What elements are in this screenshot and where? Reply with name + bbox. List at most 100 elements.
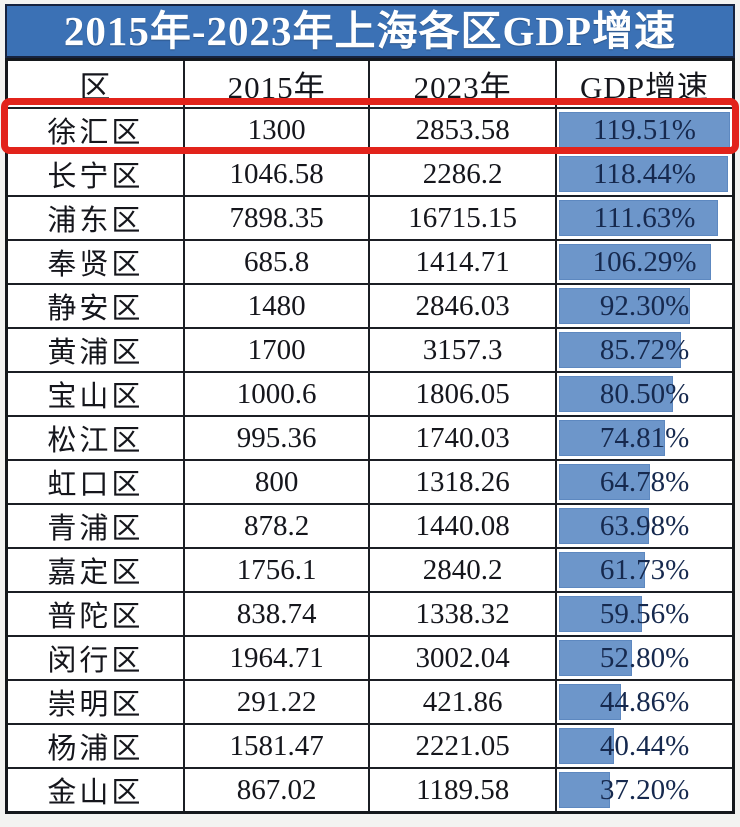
district-cell: 静安区 — [5, 283, 185, 329]
table-row: 杨浦区 1581.47 2221.05 40.44% — [5, 723, 735, 769]
growth-data-bar — [559, 640, 633, 676]
growth-data-bar — [559, 508, 649, 544]
growth-cell: 63.98% — [555, 503, 735, 549]
district-cell: 崇明区 — [5, 679, 185, 725]
gdp-2015-cell: 7898.35 — [182, 195, 371, 241]
gdp-table-wrapper: 区 2015年 2023年 GDP增速 徐汇区 1300 2853.58 119… — [1, 58, 739, 814]
table-row: 黄浦区 1700 3157.3 85.72% — [5, 327, 735, 373]
growth-label: 61.73% — [599, 553, 690, 586]
growth-cell: 52.80% — [555, 635, 735, 681]
growth-label: 111.63% — [593, 201, 696, 234]
gdp-2023-cell: 1440.08 — [368, 503, 558, 549]
growth-label: 92.30% — [599, 289, 690, 322]
table-row: 宝山区 1000.6 1806.05 80.50% — [5, 371, 735, 417]
district-cell: 宝山区 — [5, 371, 185, 417]
growth-cell: 74.81% — [555, 415, 735, 461]
gdp-2015-cell: 878.2 — [182, 503, 371, 549]
growth-label: 63.98% — [599, 509, 690, 542]
gdp-2023-cell: 2221.05 — [368, 723, 558, 769]
gdp-2015-cell: 1046.58 — [182, 151, 371, 197]
gdp-2023-cell: 1338.32 — [368, 591, 558, 637]
growth-label: 106.29% — [592, 245, 697, 278]
table-row: 松江区 995.36 1740.03 74.81% — [5, 415, 735, 461]
district-cell: 闵行区 — [5, 635, 185, 681]
growth-data-bar — [559, 772, 610, 808]
growth-label: 119.51% — [593, 113, 696, 146]
growth-cell: 61.73% — [555, 547, 735, 593]
growth-data-bar — [559, 288, 691, 324]
gdp-2015-cell: 800 — [182, 459, 371, 505]
table-row: 嘉定区 1756.1 2840.2 61.73% — [5, 547, 735, 593]
growth-label: 37.20% — [599, 773, 690, 806]
gdp-2023-cell: 1806.05 — [368, 371, 558, 417]
growth-data-bar — [559, 112, 730, 148]
gdp-2015-cell: 838.74 — [182, 591, 371, 637]
growth-cell: 64.78% — [555, 459, 735, 505]
gdp-2023-cell: 1740.03 — [368, 415, 558, 461]
growth-label: 74.81% — [599, 421, 690, 454]
growth-cell: 118.44% — [555, 151, 735, 197]
gdp-2015-cell: 291.22 — [182, 679, 371, 725]
growth-cell: 40.44% — [555, 723, 735, 769]
table-row: 青浦区 878.2 1440.08 63.98% — [5, 503, 735, 549]
district-cell: 奉贤区 — [5, 239, 185, 285]
growth-label: 52.80% — [599, 641, 690, 674]
growth-cell: 119.51% — [555, 107, 735, 153]
table-row: 虹口区 800 1318.26 64.78% — [5, 459, 735, 505]
header-row: 区 2015年 2023年 GDP增速 — [5, 58, 735, 109]
gdp-2023-cell: 2853.58 — [368, 107, 558, 153]
growth-data-bar — [559, 684, 621, 720]
district-cell: 金山区 — [5, 767, 185, 814]
district-cell: 徐汇区 — [5, 107, 185, 153]
growth-cell: 85.72% — [555, 327, 735, 373]
table-row: 金山区 867.02 1189.58 37.20% — [5, 767, 735, 814]
gdp-2015-cell: 867.02 — [182, 767, 371, 814]
growth-cell: 44.86% — [555, 679, 735, 725]
growth-label: 64.78% — [599, 465, 690, 498]
district-cell: 黄浦区 — [5, 327, 185, 373]
gdp-2023-cell: 2840.2 — [368, 547, 558, 593]
column-header-district: 区 — [5, 58, 185, 109]
gdp-2015-cell: 1480 — [182, 283, 371, 329]
district-cell: 杨浦区 — [5, 723, 185, 769]
gdp-2023-cell: 1414.71 — [368, 239, 558, 285]
district-cell: 松江区 — [5, 415, 185, 461]
gdp-2015-cell: 1756.1 — [182, 547, 371, 593]
growth-data-bar — [559, 420, 665, 456]
district-cell: 普陀区 — [5, 591, 185, 637]
gdp-2015-cell: 1700 — [182, 327, 371, 373]
growth-data-bar — [559, 156, 729, 192]
gdp-2023-cell: 3002.04 — [368, 635, 558, 681]
gdp-2015-cell: 995.36 — [182, 415, 371, 461]
district-cell: 嘉定区 — [5, 547, 185, 593]
growth-label: 59.56% — [599, 597, 690, 630]
growth-cell: 111.63% — [555, 195, 735, 241]
district-cell: 虹口区 — [5, 459, 185, 505]
column-header-growth: GDP增速 — [555, 58, 735, 109]
gdp-2023-cell: 421.86 — [368, 679, 558, 725]
gdp-2023-cell: 2846.03 — [368, 283, 558, 329]
gdp-2015-cell: 1300 — [182, 107, 371, 153]
column-header-2023: 2023年 — [368, 58, 558, 109]
gdp-2015-cell: 1581.47 — [182, 723, 371, 769]
growth-data-bar — [559, 728, 615, 764]
column-header-2015: 2015年 — [182, 58, 371, 109]
gdp-2015-cell: 1000.6 — [182, 371, 371, 417]
gdp-2023-cell: 16715.15 — [368, 195, 558, 241]
growth-cell: 37.20% — [555, 767, 735, 814]
growth-cell: 80.50% — [555, 371, 735, 417]
table-row: 浦东区 7898.35 16715.15 111.63% — [5, 195, 735, 241]
growth-cell: 59.56% — [555, 591, 735, 637]
gdp-2023-cell: 3157.3 — [368, 327, 558, 373]
table-row: 闵行区 1964.71 3002.04 52.80% — [5, 635, 735, 681]
growth-label: 118.44% — [593, 157, 696, 190]
growth-data-bar — [559, 376, 673, 412]
title-banner: 2015年-2023年上海各区GDP增速 — [5, 4, 735, 58]
gdp-table: 区 2015年 2023年 GDP增速 徐汇区 1300 2853.58 119… — [5, 58, 735, 814]
gdp-2023-cell: 1318.26 — [368, 459, 558, 505]
growth-data-bar — [559, 244, 711, 280]
table-row: 静安区 1480 2846.03 92.30% — [5, 283, 735, 329]
gdp-2023-cell: 2286.2 — [368, 151, 558, 197]
district-cell: 浦东区 — [5, 195, 185, 241]
table-row: 徐汇区 1300 2853.58 119.51% — [5, 107, 735, 153]
